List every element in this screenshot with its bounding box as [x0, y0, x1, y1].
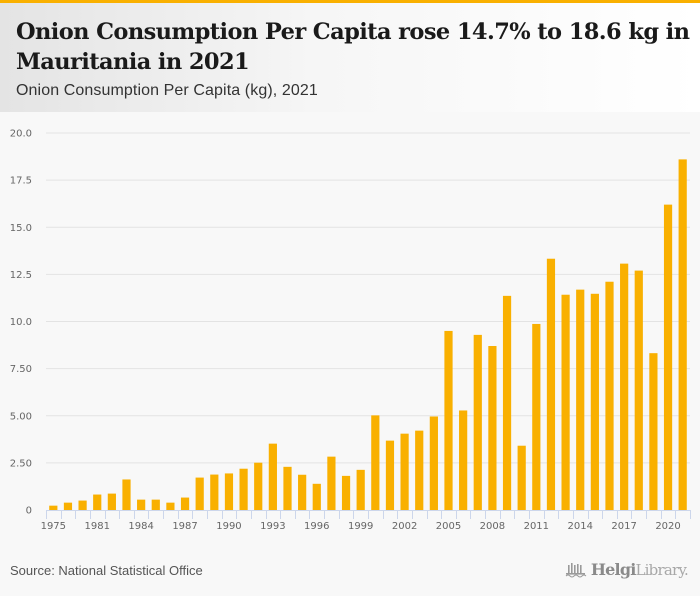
y-tick-label: 2.50: [10, 458, 32, 469]
bar-2011[interactable]: [532, 323, 541, 510]
x-tick-label: 2002: [392, 521, 417, 532]
bar-2007[interactable]: [473, 334, 482, 510]
x-axis: 1975 1981 1984 1987 1990 1993 1996 1999 2002 2005…: [41, 510, 691, 532]
bar-1991[interactable]: [239, 468, 248, 510]
source-note: Source: National Statistical Office: [10, 563, 203, 578]
bar-2018[interactable]: [634, 270, 643, 510]
bar-1995[interactable]: [298, 474, 307, 510]
bar-1981[interactable]: [93, 494, 102, 510]
bar-2006[interactable]: [459, 410, 468, 510]
y-tick-label: 0: [26, 506, 32, 517]
x-tick-label: 2005: [436, 521, 461, 532]
bar-1996[interactable]: [312, 483, 321, 510]
chart-title: Onion Consumption Per Capita rose 14.7% …: [16, 19, 690, 75]
bar-2004[interactable]: [429, 416, 438, 511]
x-tick-label: 1975: [41, 521, 66, 532]
bar-chart: 0 2.50 5.00 7.50 10.0 12.5 15.0 17.5 20.0 1975 19…: [0, 112, 700, 542]
bar-2003[interactable]: [415, 430, 424, 510]
bar-1998[interactable]: [341, 475, 351, 510]
y-axis-labels: 0 2.50 5.00 7.50 10.0 12.5 15.0 17.5 20.0: [10, 129, 32, 517]
y-tick-label: 20.0: [10, 129, 32, 140]
bar-1988[interactable]: [195, 477, 204, 510]
bars: [49, 159, 687, 510]
x-tick-label: 2011: [524, 521, 549, 532]
x-tick-label: 1990: [216, 521, 241, 532]
bar-1983[interactable]: [122, 479, 131, 510]
library-building-icon: [565, 562, 587, 577]
bar-2010[interactable]: [517, 445, 526, 510]
y-tick-label: 7.50: [10, 364, 32, 375]
bar-1997[interactable]: [327, 456, 336, 510]
bar-1979[interactable]: [63, 502, 73, 510]
accent-top-bar: [0, 0, 700, 3]
y-tick-label: 17.5: [10, 176, 32, 187]
bar-2012[interactable]: [546, 258, 556, 510]
logo-text-light: Library.: [635, 561, 689, 579]
bar-1984[interactable]: [137, 499, 146, 510]
x-tick-label: 1996: [304, 521, 329, 532]
x-tick-label: 1984: [128, 521, 153, 532]
bar-2005[interactable]: [444, 330, 453, 510]
bar-2016[interactable]: [605, 281, 614, 510]
y-tick-label: 12.5: [10, 270, 32, 281]
bar-1993[interactable]: [268, 443, 277, 510]
x-tick-label: 2008: [480, 521, 505, 532]
bar-1982[interactable]: [107, 493, 116, 510]
bar-1978[interactable]: [49, 505, 58, 510]
bar-1992[interactable]: [254, 462, 263, 510]
bar-2009[interactable]: [502, 295, 512, 510]
logo-text-bold: Helgi: [590, 560, 636, 579]
x-tick-label: 1999: [348, 521, 373, 532]
x-tick-label: 2017: [611, 521, 636, 532]
bar-2021[interactable]: [678, 159, 687, 510]
y-tick-label: 5.00: [10, 411, 32, 422]
logo-text: HelgiLibrary.: [590, 560, 689, 579]
bar-1999[interactable]: [356, 469, 365, 510]
bar-1986[interactable]: [166, 502, 175, 510]
helgi-library-logo[interactable]: HelgiLibrary.: [565, 560, 689, 579]
bar-2014[interactable]: [576, 289, 585, 510]
bar-1987[interactable]: [180, 497, 190, 510]
bar-1990[interactable]: [224, 473, 234, 510]
x-tick-label: 1993: [260, 521, 285, 532]
x-tick-label: 1987: [172, 521, 197, 532]
bar-2013[interactable]: [561, 294, 570, 510]
bar-2008[interactable]: [488, 346, 497, 510]
y-tick-label: 10.0: [10, 317, 32, 328]
bar-2017[interactable]: [620, 263, 629, 510]
bar-1989[interactable]: [210, 474, 219, 510]
x-tick-label: 2020: [655, 521, 680, 532]
chart-subtitle: Onion Consumption Per Capita (kg), 2021: [16, 82, 318, 99]
chart-header: Onion Consumption Per Capita rose 14.7% …: [0, 3, 700, 112]
x-tick-label: 2014: [568, 521, 593, 532]
bar-2020[interactable]: [663, 204, 673, 510]
bar-1980[interactable]: [78, 500, 87, 510]
bar-2002[interactable]: [400, 433, 409, 510]
bar-1985[interactable]: [151, 499, 160, 510]
y-tick-label: 15.0: [10, 223, 32, 234]
bar-1994[interactable]: [283, 466, 292, 510]
bar-2001[interactable]: [385, 440, 395, 510]
bar-2019[interactable]: [649, 353, 658, 510]
bar-2000[interactable]: [371, 415, 380, 510]
bar-2015[interactable]: [590, 293, 599, 510]
x-tick-label: 1981: [85, 521, 110, 532]
